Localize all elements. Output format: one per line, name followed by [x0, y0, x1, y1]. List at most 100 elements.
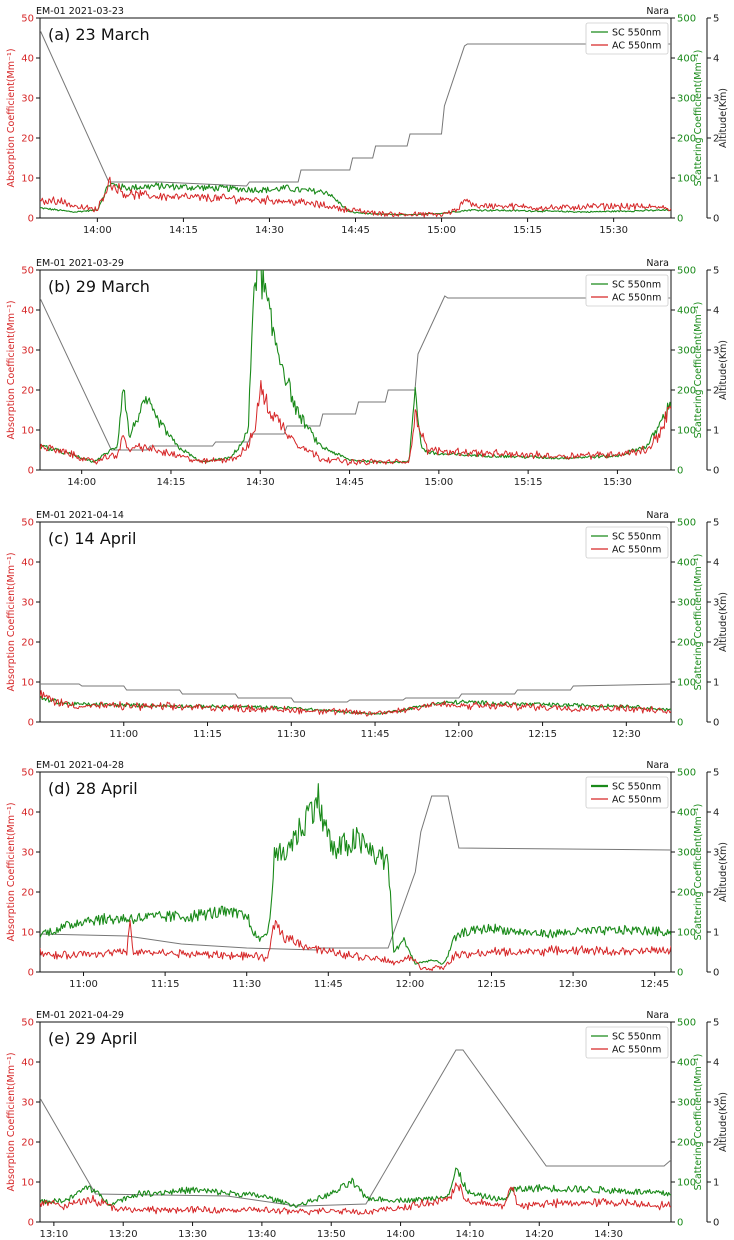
- absorption-series-line: [40, 920, 671, 972]
- right-tick-label: 400: [677, 54, 696, 65]
- x-tick-label: 11:15: [193, 729, 222, 740]
- altitude-tick-label: 2: [713, 888, 719, 899]
- right-axis-label: Scattering Coefficient(Mm⁻¹): [693, 50, 704, 187]
- panel-header: EM-01 2021-04-28: [36, 760, 124, 771]
- x-tick-label: 13:40: [247, 1229, 276, 1240]
- left-tick-label: 30: [21, 1098, 34, 1109]
- right-tick-label: 400: [677, 1058, 696, 1069]
- altitude-tick-label: 5: [713, 518, 719, 529]
- altitude-series-line: [40, 295, 671, 451]
- x-tick-label: 12:45: [640, 979, 669, 990]
- right-tick-label: 300: [677, 346, 696, 357]
- altitude-tick-label: 1: [713, 678, 719, 689]
- right-axis-label: Scattering Coefficient(Mm⁻¹): [693, 554, 704, 691]
- x-tick-label: 15:00: [424, 477, 453, 488]
- left-tick-label: 50: [21, 768, 34, 779]
- right-axis-label: Scattering Coefficient(Mm⁻¹): [693, 1054, 704, 1191]
- left-tick-label: 50: [21, 266, 34, 277]
- left-tick-label: 40: [21, 306, 34, 317]
- x-tick-label: 14:45: [341, 225, 370, 236]
- right-tick-label: 100: [677, 678, 696, 689]
- scattering-series-line: [40, 783, 671, 965]
- right-tick-label: 500: [677, 768, 696, 779]
- altitude-tick-label: 1: [713, 928, 719, 939]
- right-tick-label: 0: [677, 718, 683, 729]
- panel-title: (a) 23 March: [48, 25, 150, 44]
- x-tick-label: 12:15: [528, 729, 557, 740]
- left-tick-label: 20: [21, 386, 34, 397]
- legend-box: [585, 274, 669, 307]
- altitude-axis-label: Altitude(Km): [718, 842, 729, 902]
- legend-sc-label: SC 550nm: [612, 1032, 661, 1043]
- left-tick-label: 50: [21, 518, 34, 529]
- scattering-series-line: [40, 182, 671, 216]
- x-tick-label: 15:15: [514, 477, 543, 488]
- left-tick-label: 20: [21, 638, 34, 649]
- panel-header: EM-01 2021-04-29: [36, 1010, 124, 1021]
- legend-ac-label: AC 550nm: [612, 1045, 661, 1056]
- left-tick-label: 0: [28, 466, 34, 477]
- altitude-tick-label: 0: [713, 968, 719, 979]
- altitude-series-line: [40, 29, 671, 187]
- left-tick-label: 50: [21, 14, 34, 25]
- legend-sc-label: SC 550nm: [612, 532, 661, 543]
- left-axis-label: Absorption Coefficient(Mm⁻¹): [6, 300, 17, 439]
- left-tick-label: 0: [28, 214, 34, 225]
- right-tick-label: 300: [677, 94, 696, 105]
- left-tick-label: 30: [21, 598, 34, 609]
- left-tick-label: 10: [21, 678, 34, 689]
- x-tick-label: 12:00: [444, 729, 473, 740]
- altitude-tick-label: 2: [713, 638, 719, 649]
- altitude-tick-label: 3: [713, 346, 719, 357]
- legend-ac-label: AC 550nm: [612, 41, 661, 52]
- altitude-tick-label: 2: [713, 386, 719, 397]
- x-tick-label: 14:30: [246, 477, 275, 488]
- legend-box: [585, 1026, 669, 1059]
- right-tick-label: 0: [677, 466, 683, 477]
- panel-location: Nara: [646, 6, 669, 17]
- right-tick-label: 500: [677, 518, 696, 529]
- right-tick-label: 500: [677, 266, 696, 277]
- left-axis-label: Absorption Coefficient(Mm⁻¹): [6, 802, 17, 941]
- left-tick-label: 20: [21, 1138, 34, 1149]
- right-tick-label: 300: [677, 1098, 696, 1109]
- x-tick-label: 12:30: [612, 729, 641, 740]
- x-tick-label: 12:00: [395, 979, 424, 990]
- right-tick-label: 100: [677, 1178, 696, 1189]
- x-tick-label: 15:30: [603, 477, 632, 488]
- left-tick-label: 30: [21, 94, 34, 105]
- panel-header: EM-01 2021-04-14: [36, 510, 124, 521]
- panel-title: (d) 28 April: [48, 779, 138, 798]
- x-tick-label: 14:20: [525, 1229, 554, 1240]
- right-tick-label: 300: [677, 598, 696, 609]
- right-tick-label: 200: [677, 638, 696, 649]
- right-tick-label: 100: [677, 174, 696, 185]
- left-axis-label: Absorption Coefficient(Mm⁻¹): [6, 552, 17, 691]
- chart-panel-4: EM-01 2021-04-28 Nara01020304050010020030…: [6, 760, 729, 990]
- left-tick-label: 40: [21, 1058, 34, 1069]
- right-tick-label: 200: [677, 134, 696, 145]
- absorption-series-line: [40, 380, 671, 466]
- altitude-tick-label: 1: [713, 1178, 719, 1189]
- altitude-tick-label: 5: [713, 768, 719, 779]
- left-tick-label: 40: [21, 54, 34, 65]
- right-tick-label: 0: [677, 1218, 683, 1229]
- panel-header: EM-01 2021-03-23: [36, 6, 124, 17]
- left-tick-label: 0: [28, 1218, 34, 1229]
- x-tick-label: 11:30: [277, 729, 306, 740]
- legend-sc-label: SC 550nm: [612, 782, 661, 793]
- left-tick-label: 10: [21, 928, 34, 939]
- x-tick-label: 14:00: [67, 477, 96, 488]
- plot-frame: [39, 771, 672, 973]
- chart-panel-3: EM-01 2021-04-14 Nara01020304050010020030…: [6, 510, 729, 740]
- chart-panel-1: EM-01 2021-03-23 Nara01020304050010020030…: [6, 6, 729, 236]
- altitude-tick-label: 3: [713, 598, 719, 609]
- right-tick-label: 200: [677, 888, 696, 899]
- panel-header: EM-01 2021-03-29: [36, 258, 124, 269]
- altitude-tick-label: 2: [713, 1138, 719, 1149]
- x-tick-label: 14:15: [169, 225, 198, 236]
- altitude-tick-label: 4: [713, 1058, 719, 1069]
- x-tick-label: 11:15: [151, 979, 180, 990]
- right-tick-label: 400: [677, 306, 696, 317]
- x-tick-label: 15:00: [427, 225, 456, 236]
